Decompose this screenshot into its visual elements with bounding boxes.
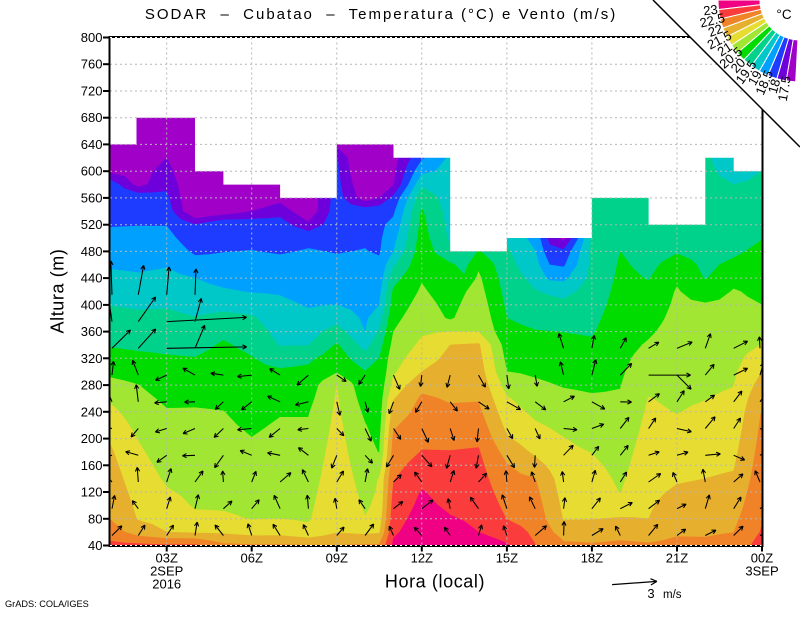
svg-text:18: 18 [765,77,783,95]
svg-text:18Z: 18Z [581,551,603,566]
svg-text:640: 640 [81,137,103,152]
svg-text:Hora (local): Hora (local) [385,572,485,592]
svg-text:17.5: 17.5 [775,75,794,102]
svg-text:480: 480 [81,244,103,259]
svg-text:22: 22 [706,21,725,40]
svg-text:720: 720 [81,84,103,99]
svg-text:SODAR – Cubatao – Temperat: SODAR – Cubatao – Temperatura (°C) e Ven… [145,6,617,23]
svg-text:2SEP: 2SEP [150,564,183,579]
svg-text:440: 440 [81,271,103,286]
svg-text:22.5: 22.5 [698,10,726,30]
svg-text:09Z: 09Z [326,551,348,566]
svg-text:680: 680 [81,110,103,125]
svg-text:00Z: 00Z [751,551,773,566]
svg-text:160: 160 [81,458,103,473]
svg-text:560: 560 [81,190,103,205]
svg-text:23: 23 [702,2,718,19]
svg-text:360: 360 [81,324,103,339]
svg-text:Altura (m): Altura (m) [48,248,68,333]
svg-text:3: 3 [647,586,654,601]
svg-text:19: 19 [745,68,765,88]
svg-text:21Z: 21Z [666,551,688,566]
svg-text:3SEP: 3SEP [745,564,778,579]
svg-text:600: 600 [81,164,103,179]
svg-text:°C: °C [776,7,791,22]
svg-text:80: 80 [88,511,102,526]
svg-text:06Z: 06Z [240,551,262,566]
svg-text:760: 760 [81,57,103,72]
svg-text:800: 800 [81,30,103,45]
svg-text:03Z: 03Z [155,551,177,566]
svg-text:m/s: m/s [663,589,682,601]
svg-text:40: 40 [88,538,102,553]
svg-text:GrADS: COLA/IGES: GrADS: COLA/IGES [5,599,89,609]
svg-text:12Z: 12Z [411,551,433,566]
svg-text:21: 21 [714,39,734,59]
svg-text:2016: 2016 [152,577,181,592]
svg-text:120: 120 [81,485,103,500]
svg-text:520: 520 [81,217,103,232]
svg-text:280: 280 [81,378,103,393]
svg-text:320: 320 [81,351,103,366]
svg-text:240: 240 [81,404,103,419]
svg-text:400: 400 [81,297,103,312]
svg-text:200: 200 [81,431,103,446]
svg-text:15Z: 15Z [496,551,518,566]
